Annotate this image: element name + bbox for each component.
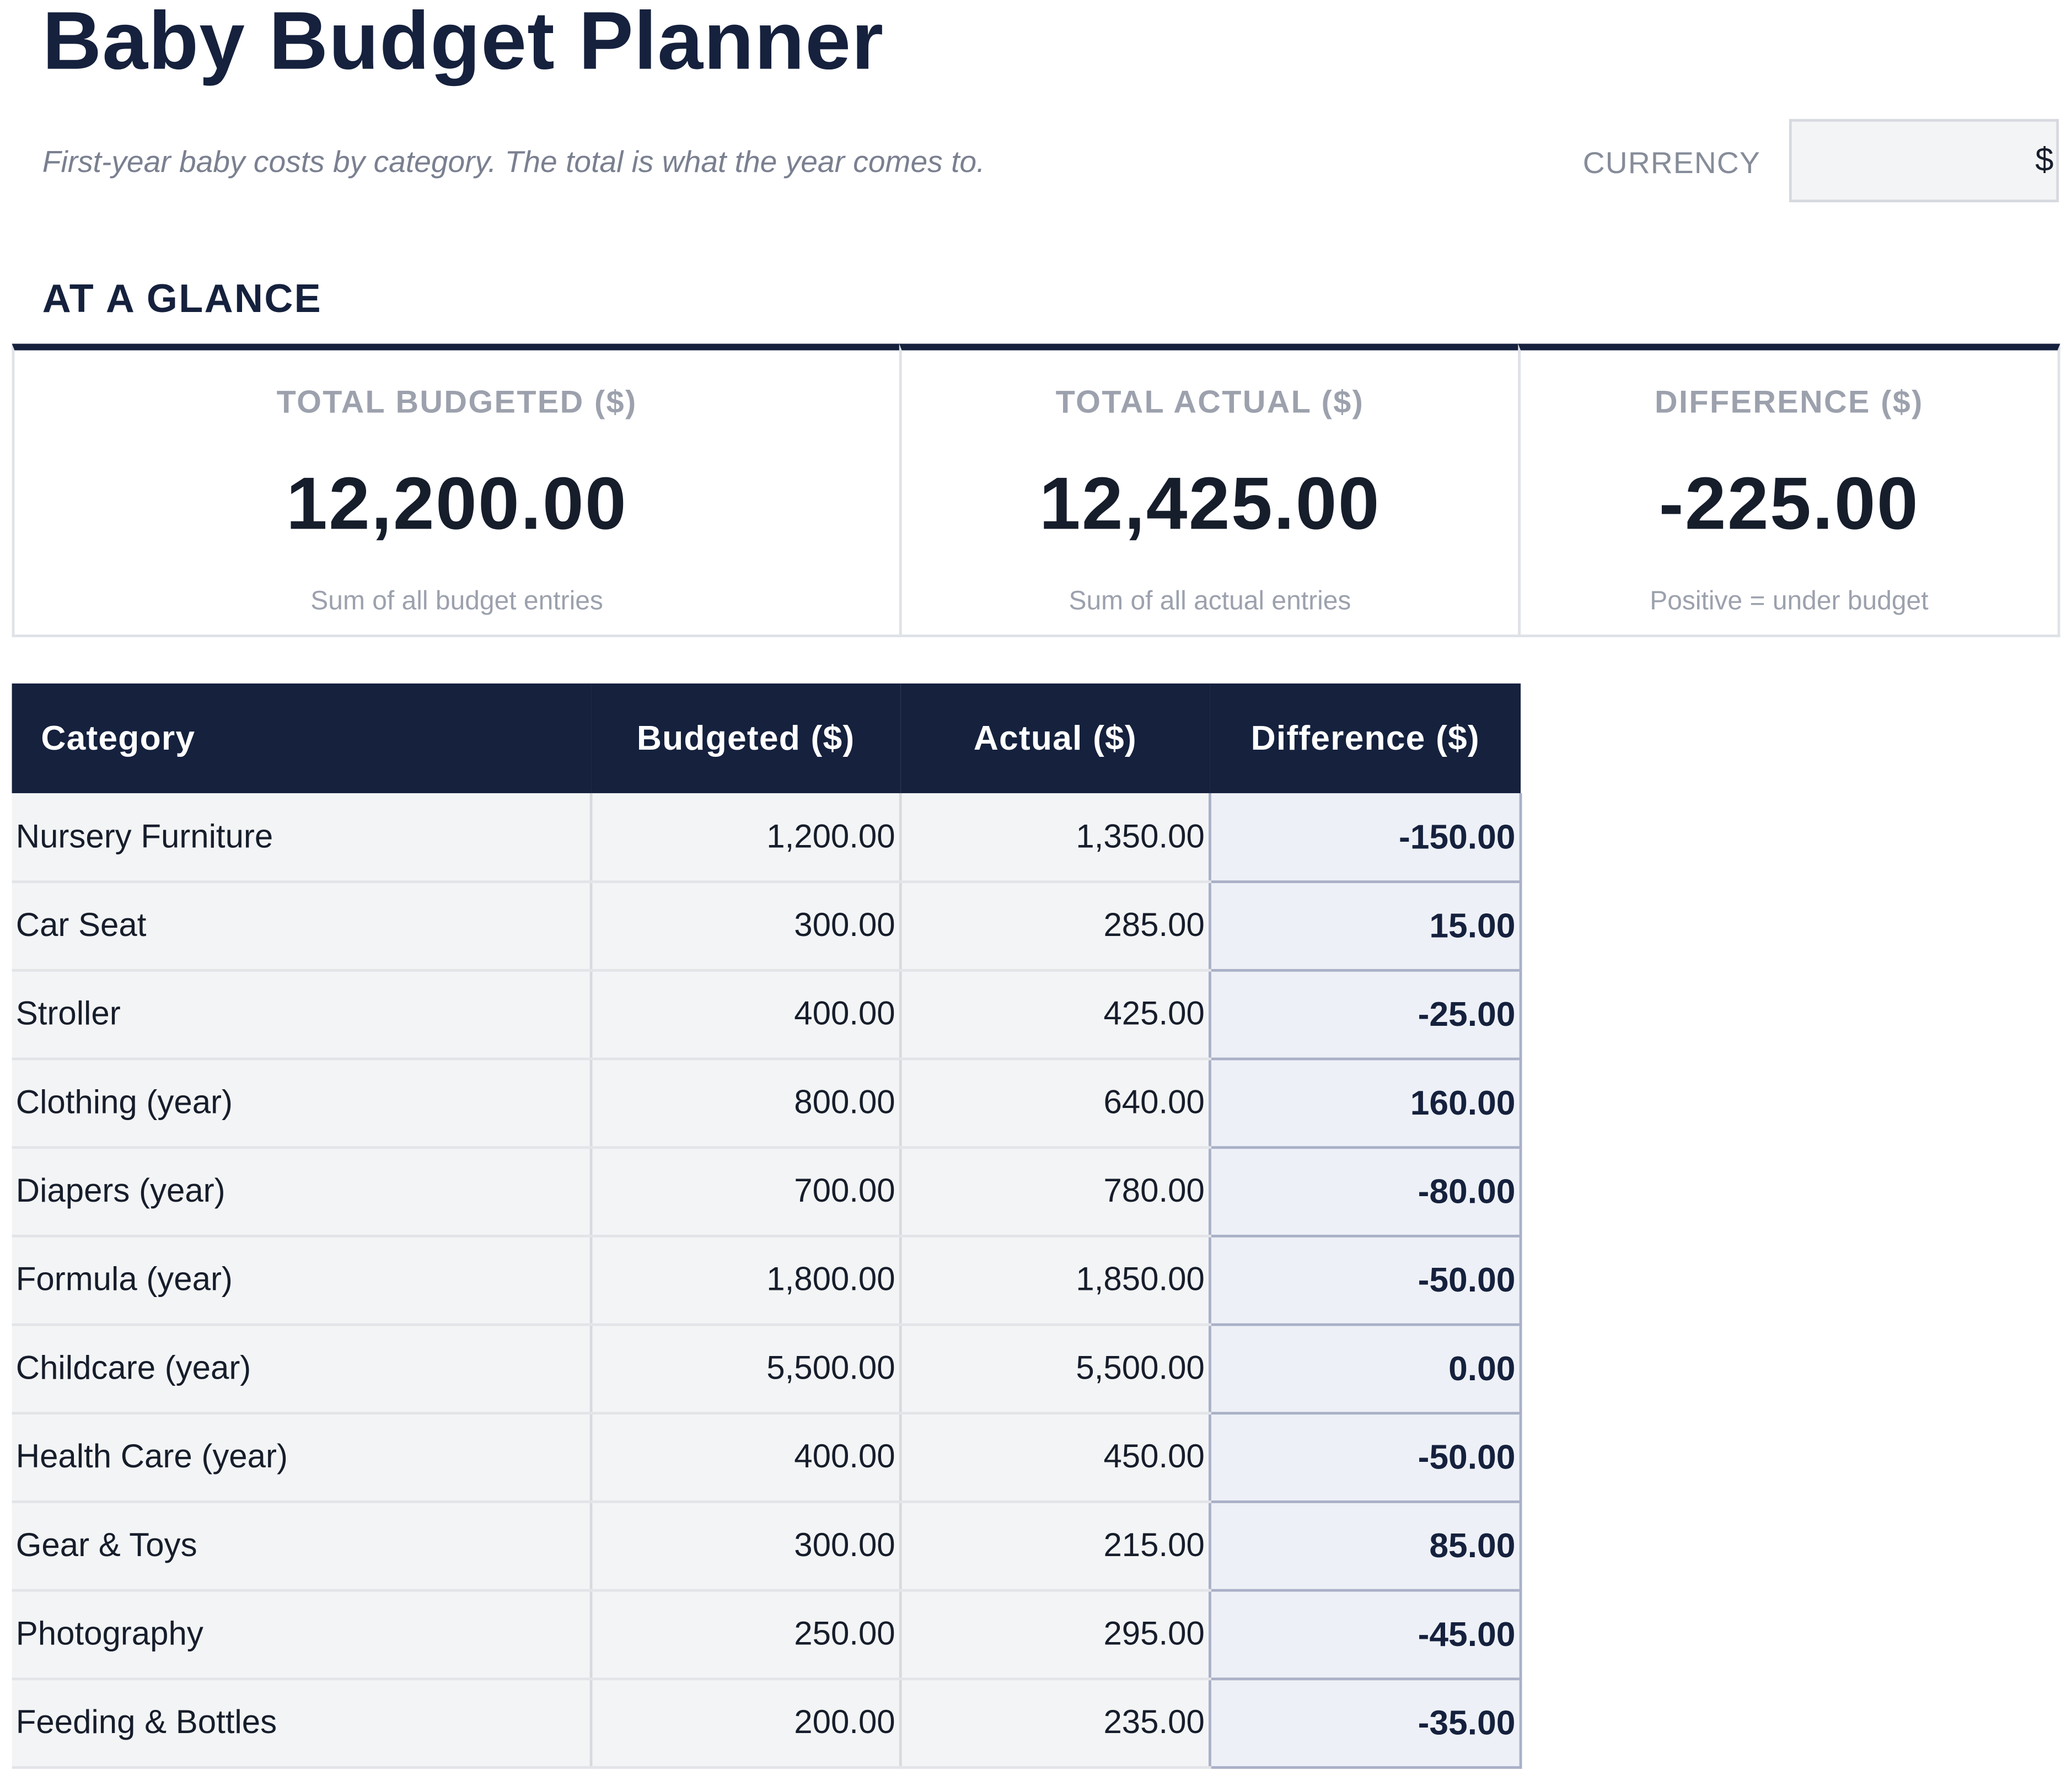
budgeted-cell[interactable]: 5,500.00	[589, 1325, 901, 1415]
category-cell[interactable]: Health Care (year)	[12, 1413, 592, 1503]
actual-cell[interactable]: 295.00	[899, 1590, 1210, 1681]
category-cell[interactable]: Gear & Toys	[12, 1502, 592, 1592]
kpi-note: Sum of all budget entries	[310, 587, 603, 616]
total-actual-card: TOTAL ACTUAL ($) 12,425.00 Sum of all ac…	[899, 343, 1521, 637]
page-title: Baby Budget Planner	[42, 0, 884, 88]
table-header-row: Category Budgeted ($) Actual ($) Differe…	[12, 683, 1521, 793]
budget-table: Category Budgeted ($) Actual ($) Differe…	[12, 683, 1522, 1769]
column-header-category[interactable]: Category	[12, 683, 592, 793]
budgeted-cell[interactable]: 250.00	[589, 1590, 901, 1681]
column-header-difference[interactable]: Difference ($)	[1210, 683, 1521, 793]
kpi-label: DIFFERENCE ($)	[1655, 384, 1924, 421]
currency-label: CURRENCY	[1582, 145, 1760, 180]
actual-cell[interactable]: 285.00	[899, 881, 1210, 972]
table-row: Clothing (year) 800.00 640.00 160.00	[12, 1059, 1522, 1149]
actual-cell[interactable]: 780.00	[899, 1147, 1210, 1237]
currency-input[interactable]: $	[1789, 119, 2059, 202]
kpi-value[interactable]: -225.00	[1658, 461, 1920, 545]
difference-cell[interactable]: 0.00	[1209, 1325, 1522, 1415]
category-cell[interactable]: Stroller	[12, 970, 592, 1061]
difference-cell[interactable]: -35.00	[1209, 1678, 1522, 1769]
category-cell[interactable]: Car Seat	[12, 881, 592, 972]
difference-cell[interactable]: -25.00	[1209, 970, 1522, 1061]
difference-card: DIFFERENCE ($) -225.00 Positive = under …	[1518, 343, 2060, 637]
budgeted-cell[interactable]: 400.00	[589, 970, 901, 1061]
table-row: Diapers (year) 700.00 780.00 -80.00	[12, 1147, 1522, 1237]
actual-cell[interactable]: 1,350.00	[899, 793, 1210, 884]
column-header-budgeted[interactable]: Budgeted ($)	[591, 683, 901, 793]
category-cell[interactable]: Childcare (year)	[12, 1325, 592, 1415]
page-subtitle: First-year baby costs by category. The t…	[42, 144, 985, 179]
table-row: Childcare (year) 5,500.00 5,500.00 0.00	[12, 1325, 1522, 1415]
budgeted-cell[interactable]: 700.00	[589, 1147, 901, 1237]
kpi-note: Sum of all actual entries	[1069, 587, 1351, 616]
actual-cell[interactable]: 1,850.00	[899, 1236, 1210, 1326]
difference-cell[interactable]: -50.00	[1209, 1236, 1522, 1326]
table-row: Photography 250.00 295.00 -45.00	[12, 1590, 1522, 1681]
difference-cell[interactable]: -80.00	[1209, 1147, 1522, 1237]
budgeted-cell[interactable]: 200.00	[589, 1678, 901, 1769]
category-cell[interactable]: Photography	[12, 1590, 592, 1681]
difference-cell[interactable]: -50.00	[1209, 1413, 1522, 1503]
kpi-label: TOTAL BUDGETED ($)	[276, 384, 637, 421]
glance-heading: AT A GLANCE	[42, 277, 323, 321]
budgeted-cell[interactable]: 300.00	[589, 881, 901, 972]
difference-cell[interactable]: 15.00	[1209, 881, 1522, 972]
difference-cell[interactable]: -150.00	[1209, 793, 1522, 884]
actual-cell[interactable]: 425.00	[899, 970, 1210, 1061]
budgeted-cell[interactable]: 400.00	[589, 1413, 901, 1503]
category-cell[interactable]: Diapers (year)	[12, 1147, 592, 1237]
actual-cell[interactable]: 450.00	[899, 1413, 1210, 1503]
category-cell[interactable]: Formula (year)	[12, 1236, 592, 1326]
category-cell[interactable]: Nursery Furniture	[12, 793, 592, 884]
category-cell[interactable]: Feeding & Bottles	[12, 1678, 592, 1769]
category-cell[interactable]: Clothing (year)	[12, 1059, 592, 1149]
actual-cell[interactable]: 640.00	[899, 1059, 1210, 1149]
table-row: Feeding & Bottles 200.00 235.00 -35.00	[12, 1678, 1522, 1769]
actual-cell[interactable]: 5,500.00	[899, 1325, 1210, 1415]
kpi-note: Positive = under budget	[1650, 587, 1929, 616]
table-row: Gear & Toys 300.00 215.00 85.00	[12, 1502, 1522, 1592]
table-row: Car Seat 300.00 285.00 15.00	[12, 881, 1522, 972]
table-row: Health Care (year) 400.00 450.00 -50.00	[12, 1413, 1522, 1503]
table-row: Stroller 400.00 425.00 -25.00	[12, 970, 1522, 1061]
kpi-value[interactable]: 12,425.00	[1039, 461, 1381, 545]
table-row: Nursery Furniture 1,200.00 1,350.00 -150…	[12, 793, 1522, 884]
budgeted-cell[interactable]: 1,800.00	[589, 1236, 901, 1326]
total-budgeted-card: TOTAL BUDGETED ($) 12,200.00 Sum of all …	[12, 343, 902, 637]
kpi-value[interactable]: 12,200.00	[286, 461, 628, 545]
difference-cell[interactable]: 85.00	[1209, 1502, 1522, 1592]
table-row: Formula (year) 1,800.00 1,850.00 -50.00	[12, 1236, 1522, 1326]
budgeted-cell[interactable]: 800.00	[589, 1059, 901, 1149]
difference-cell[interactable]: 160.00	[1209, 1059, 1522, 1149]
column-header-actual[interactable]: Actual ($)	[900, 683, 1210, 793]
difference-cell[interactable]: -45.00	[1209, 1590, 1522, 1681]
actual-cell[interactable]: 215.00	[899, 1502, 1210, 1592]
kpi-label: TOTAL ACTUAL ($)	[1055, 384, 1365, 421]
budgeted-cell[interactable]: 1,200.00	[589, 793, 901, 884]
actual-cell[interactable]: 235.00	[899, 1678, 1210, 1769]
budgeted-cell[interactable]: 300.00	[589, 1502, 901, 1592]
